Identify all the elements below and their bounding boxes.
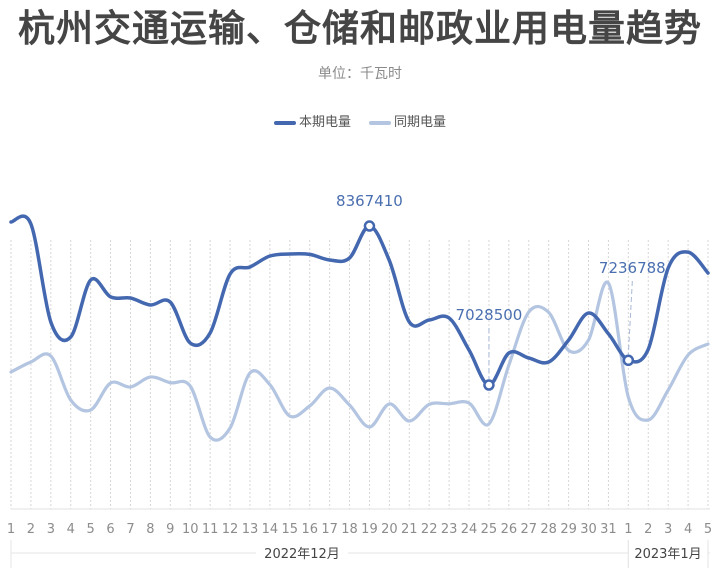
x-tick-label: 20 (381, 522, 398, 537)
x-tick-label: 14 (262, 522, 279, 537)
legend-line-icon (273, 121, 296, 125)
x-tick-label: 19 (361, 522, 378, 537)
chart-subtitle: 单位：千瓦时 (318, 66, 402, 82)
x-tick-label: 2 (644, 522, 652, 537)
x-tick-label: 29 (560, 522, 577, 537)
annotations: 8367410 7028500 7236788 (336, 192, 666, 391)
series-line-previous (9, 280, 710, 442)
chart-legend: 本期电量 同期电量 (0, 114, 720, 132)
x-tick-label: 4 (67, 522, 75, 537)
x-tick-label: 17 (321, 522, 338, 537)
x-tick-label: 28 (540, 522, 557, 537)
x-tick-label: 3 (664, 522, 672, 537)
x-tick-label: 5 (704, 522, 712, 537)
x-tick-label: 25 (481, 522, 498, 537)
x-tick-label: 21 (401, 522, 418, 537)
x-tick-label: 16 (301, 522, 318, 537)
x-tick-label: 13 (242, 522, 259, 537)
x-tick-label: 5 (87, 522, 95, 537)
x-tick-label: 1 (7, 522, 15, 537)
x-tick-label: 30 (580, 522, 597, 537)
legend-line-icon (369, 121, 391, 125)
x-tick-label: 18 (341, 522, 358, 537)
x-tick-label: 7 (126, 522, 134, 537)
data-label: 7236788 (599, 259, 666, 277)
x-tick-label: 23 (441, 522, 458, 537)
x-tick-label: 6 (106, 522, 114, 537)
x-tick-label: 10 (182, 522, 199, 537)
x-tick-label: 27 (520, 522, 537, 537)
legend-label: 同期电量 (394, 115, 447, 130)
x-tick-label: 15 (282, 522, 299, 537)
x-tick-label: 8 (146, 522, 154, 537)
legend-item-previous[interactable]: 同期电量 (369, 114, 446, 132)
grid-lines (10, 240, 709, 509)
annotation-leader-line (627, 280, 633, 355)
x-group-label: 2023年1月 (634, 547, 701, 562)
data-label: 7028500 (456, 306, 523, 324)
chart-title: 杭州交通运输、仓储和邮政业用电量趋势 (18, 7, 702, 50)
x-tick-label: 12 (222, 522, 239, 537)
x-tick-label: 1 (624, 522, 632, 537)
data-label: 8367410 (336, 192, 403, 210)
x-group-label: 2022年12月 (264, 547, 340, 562)
x-tick-label: 3 (47, 522, 55, 537)
x-tick-label: 4 (684, 522, 692, 537)
series-line-current (9, 214, 710, 387)
x-tick-label: 9 (166, 522, 174, 537)
series-lines (9, 214, 710, 442)
data-point-marker[interactable] (622, 354, 635, 367)
data-point-marker[interactable] (363, 220, 376, 232)
x-tick-label: 26 (501, 522, 518, 537)
legend-item-current[interactable]: 本期电量 (273, 114, 351, 132)
legend-label: 本期电量 (298, 115, 351, 130)
data-point-marker[interactable] (483, 379, 495, 391)
x-tick-label: 11 (202, 522, 219, 537)
x-axis: 1 2 3 4 5 6 7 8 9 10 11 12 13 14 15 16 17 18 19 20 21 22 23 24 2… (7, 508, 712, 568)
x-tick-label: 24 (461, 522, 478, 537)
x-tick-label: 22 (421, 522, 438, 537)
x-tick-label: 31 (600, 522, 617, 537)
x-tick-label: 2 (27, 522, 35, 537)
